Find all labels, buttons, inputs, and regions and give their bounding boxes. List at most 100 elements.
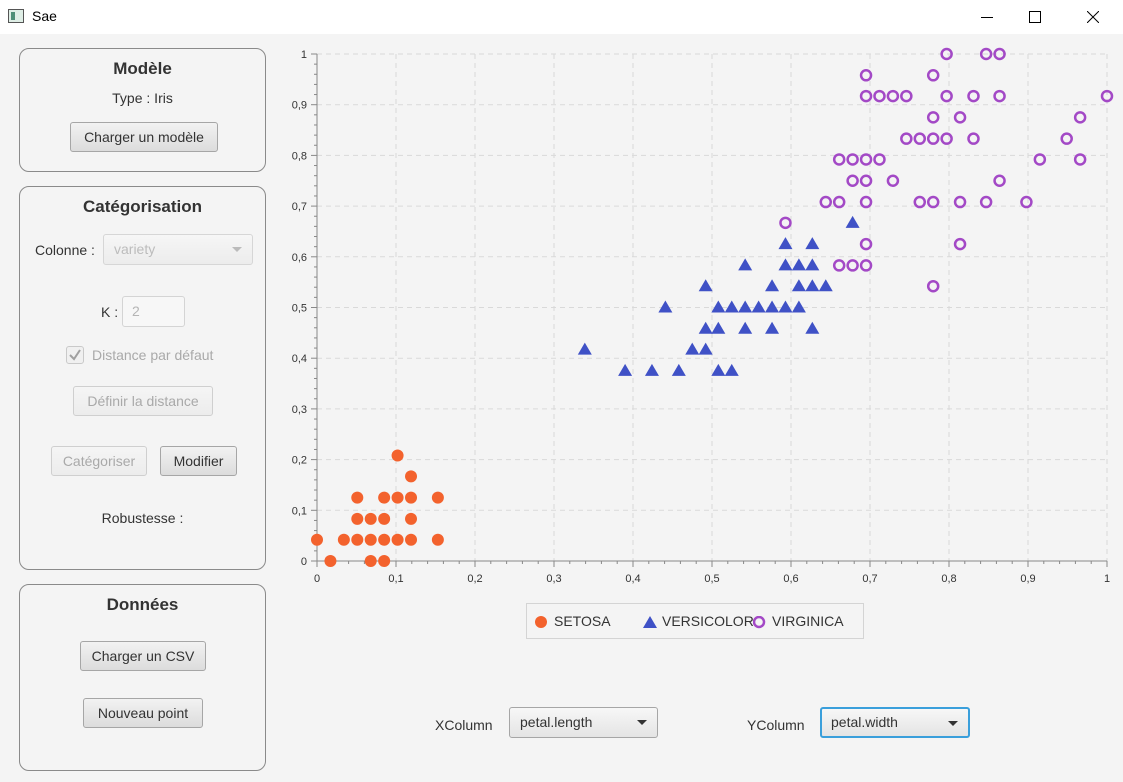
data-point-virginica [967,132,980,145]
x-column-select[interactable]: petal.length [509,707,658,738]
legend-versicolor-label: VERSICOLOR [662,613,754,629]
categorize-button[interactable]: Catégoriser [51,446,147,476]
data-point-virginica [1060,132,1073,145]
data-point-virginica [979,195,993,209]
data-point-versicolor [805,258,820,271]
app-icon [8,9,24,23]
data-point-virginica [886,174,900,187]
data-point-versicolor [711,321,726,334]
title-bar: Sae [0,0,1123,34]
data-point-virginica [873,89,886,103]
data-point-versicolor [685,342,700,355]
data-point-virginica [846,153,859,166]
data-point-virginica [859,89,873,103]
data-point-virginica [993,174,1006,187]
data-point-virginica [859,153,873,166]
chart-points [311,47,1114,567]
data-point-versicolor [698,342,713,355]
x-tick-label: 0,1 [388,573,403,585]
data-point-versicolor [751,300,766,313]
data-point-setosa [364,512,377,525]
default-distance-checkbox[interactable] [66,346,84,364]
y-tick-label: 0,5 [292,303,307,315]
data-point-virginica [859,174,873,187]
data-point-virginica [900,89,913,103]
data-point-versicolor [671,363,686,376]
data-point-virginica [979,47,993,61]
data-point-versicolor [818,279,833,292]
maximize-button[interactable] [1012,0,1058,34]
chart-axes [311,53,1108,567]
x-tick-label: 0,5 [704,573,719,585]
new-point-button[interactable]: Nouveau point [83,698,203,728]
data-point-setosa [405,512,418,525]
minimize-button[interactable] [964,0,1010,34]
y-tick-label: 0,7 [292,201,307,213]
data-point-versicolor [724,363,739,376]
data-point-versicolor [765,279,780,292]
column-select[interactable]: variety [103,234,253,265]
data-point-virginica [967,89,980,103]
y-tick-label: 0,8 [292,150,307,162]
load-model-button[interactable]: Charger un modèle [70,122,218,152]
data-point-versicolor [805,237,820,250]
x-tick-label: 0,4 [625,573,640,585]
data-point-versicolor [698,279,713,292]
y-tick-label: 0,1 [292,505,307,517]
data-point-versicolor [778,258,793,271]
data-point-virginica [1100,89,1114,103]
data-point-setosa [391,491,404,504]
default-distance-label: Distance par défaut [92,347,214,363]
k-input[interactable]: 2 [122,296,185,327]
checkmark-icon [69,349,81,361]
x-tick-label: 0,2 [467,573,482,585]
data-point-setosa [391,449,404,462]
data-point-setosa [378,491,391,504]
data-point-versicolor [791,279,806,292]
y-tick-label: 0,3 [292,404,307,416]
data-point-virginica [993,47,1006,61]
load-csv-button[interactable]: Charger un CSV [80,641,206,671]
data-point-setosa [351,533,364,546]
data-point-virginica [1020,195,1033,209]
scatter-chart: 0 0,1 0,2 0,3 0,4 0,5 0,6 0,7 0,8 0,9 1 0 0,1 0,2 0,3… [292,47,1114,585]
legend-virginica-label: VIRGINICA [772,613,844,629]
y-tick-label: 0,9 [292,100,307,112]
y-tick-label: 1 [301,49,307,61]
modify-button[interactable]: Modifier [160,446,237,476]
chevron-down-icon [948,721,958,726]
data-point-setosa [337,533,350,546]
legend-virginica-marker [753,616,766,629]
data-point-setosa [364,533,377,546]
data-point-virginica [1073,153,1087,166]
data-point-virginica [819,195,833,209]
close-button[interactable] [1070,0,1116,34]
minimize-icon [981,17,993,18]
data-point-versicolor [738,321,753,334]
data-point-virginica [1033,153,1047,166]
robustness-label: Robustesse : [101,510,184,526]
data-point-virginica [993,89,1006,103]
x-tick-label: 0,6 [783,573,798,585]
data-point-virginica [886,89,900,103]
data-point-virginica [832,195,846,209]
data-point-setosa [364,555,377,567]
data-point-setosa [311,533,323,546]
data-point-versicolor [711,300,726,313]
window-title: Sae [32,8,57,24]
column-select-value: variety [114,241,156,257]
legend-setosa-marker [535,616,547,628]
y-column-select[interactable]: petal.width [820,707,970,738]
data-point-setosa [324,555,337,567]
data-point-virginica [859,237,873,251]
define-distance-button[interactable]: Définir la distance [73,386,213,416]
y-axis-ticks: 0 0,1 0,2 0,3 0,4 0,5 0,6 0,7 0,8 0,9 1 [292,49,307,568]
data-point-versicolor [738,258,753,271]
y-tick-label: 0,4 [292,353,307,365]
data-point-virginica [926,69,940,82]
data-point-virginica [940,89,953,103]
data-point-virginica [926,279,940,293]
data-point-virginica [859,69,873,82]
x-tick-label: 0,9 [1020,573,1035,585]
maximize-icon [1029,11,1041,23]
